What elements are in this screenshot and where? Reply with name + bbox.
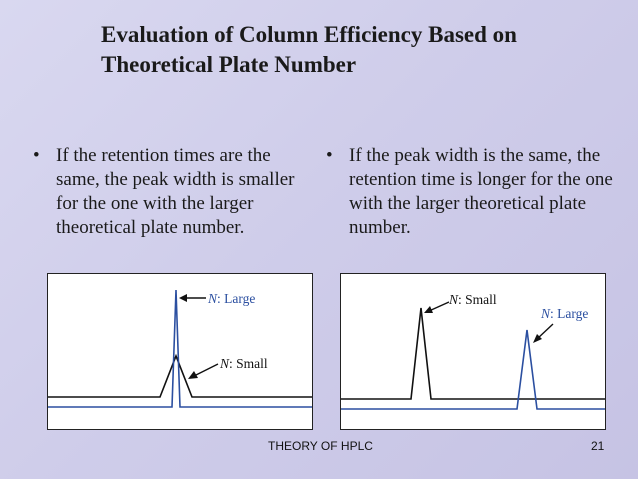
chromatogram-same-width: N: Small N: Large [340, 273, 606, 430]
label-italic-n: N [540, 306, 551, 321]
label-small-n: N: Small [448, 292, 497, 307]
peak-small-n [48, 353, 312, 398]
chromatogram-svg: N: Small N: Large [341, 292, 605, 410]
bullet-dot: • [326, 145, 333, 166]
arrow-small-n [424, 301, 450, 313]
label-text: : Small [229, 356, 268, 371]
arrow-large-n [533, 323, 554, 343]
peak-small-n [341, 307, 605, 400]
label-italic-n: N [448, 292, 459, 307]
label-text: : Large [217, 291, 255, 306]
chromatogram-svg: N: Large N: Small [48, 289, 312, 408]
label-large-n: N: Large [207, 291, 255, 306]
arrow-small-n [188, 363, 219, 379]
title-line-1: Evaluation of Column Efficiency Based on [101, 22, 517, 47]
label-italic-n: N [207, 291, 218, 306]
page-number: 21 [591, 439, 605, 453]
slide-title: Evaluation of Column Efficiency Based on… [101, 20, 621, 80]
label-small-n: N: Small [219, 356, 268, 371]
arrow-large-n [179, 294, 206, 302]
label-text: : Large [550, 306, 588, 321]
chromatogram-same-retention: N: Large N: Small [47, 273, 313, 430]
title-line-2: Theoretical Plate Number [101, 52, 357, 77]
footer-text: THEORY OF HPLC [268, 439, 373, 453]
right-bullet-text: If the peak width is the same, the reten… [349, 145, 613, 238]
label-text: : Small [458, 292, 497, 307]
label-italic-n: N [219, 356, 230, 371]
peak-large-n [48, 289, 312, 408]
bullet-dot: • [33, 145, 40, 166]
left-bullet-text: If the retention times are the same, the… [56, 145, 295, 238]
peak-large-n [341, 329, 605, 410]
label-large-n: N: Large [540, 306, 588, 321]
